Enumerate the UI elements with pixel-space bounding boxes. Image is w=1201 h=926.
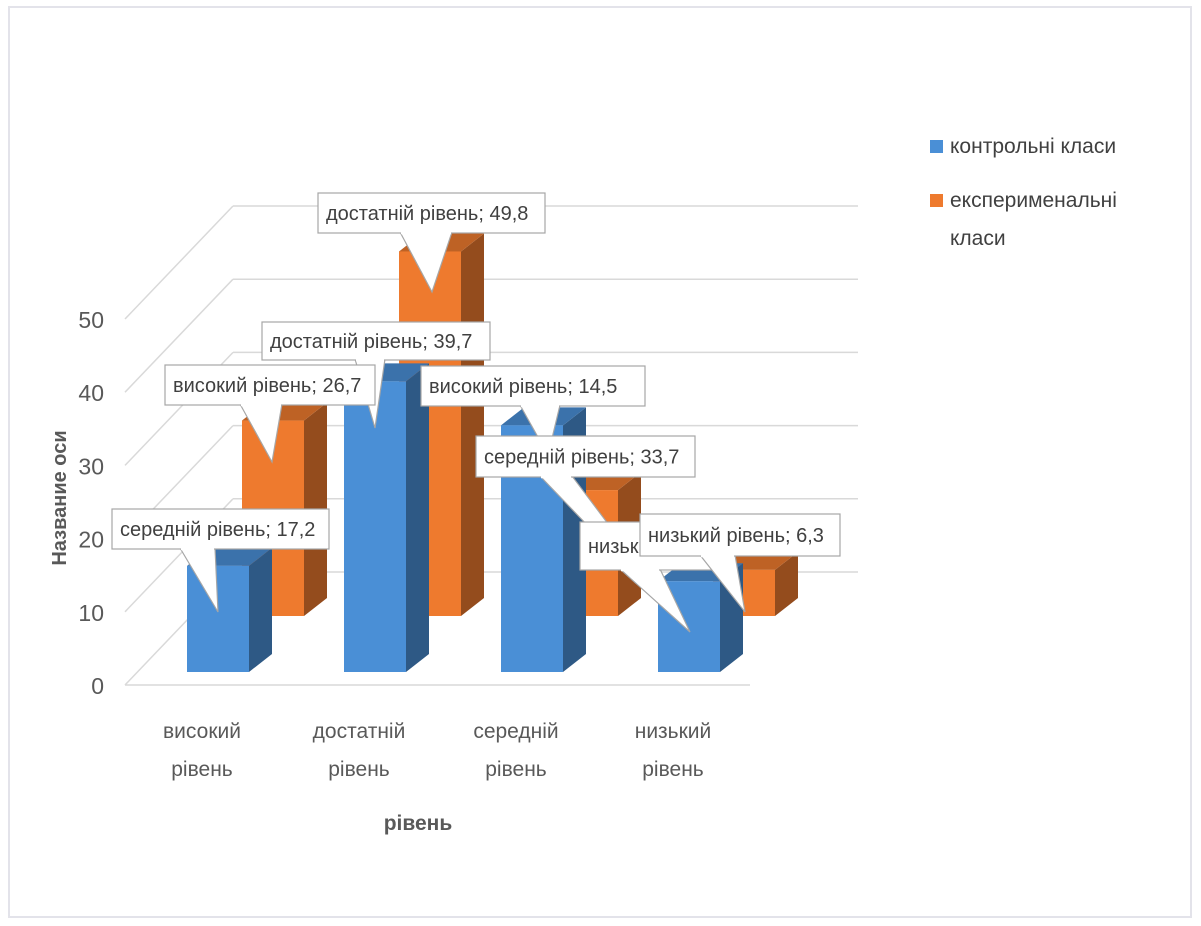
bar	[187, 565, 249, 672]
data-label: низький рівень; 6,3	[648, 525, 824, 547]
data-label-box	[164, 364, 376, 406]
x-tick-label: рівень	[642, 758, 704, 781]
legend-item-control: контрольні класи	[928, 128, 1138, 166]
y-tick-label: 50	[78, 307, 104, 333]
data-label: високий рівень; 14,5	[429, 376, 617, 398]
data-label: середній рівень; 17,2	[120, 519, 315, 541]
x-tick-label: рівень	[485, 758, 547, 781]
bar-side	[461, 233, 484, 617]
x-tick-label: достатній	[313, 720, 406, 743]
y-axis-title: Название оси	[49, 430, 71, 565]
x-tick-label: рівень	[171, 758, 233, 781]
y-tick-label: 0	[91, 673, 104, 699]
data-label: достатній рівень; 49,8	[326, 203, 528, 225]
y-tick-label: 10	[78, 600, 104, 626]
data-label-box	[261, 321, 491, 361]
y-tick-label: 40	[78, 380, 104, 406]
data-label-box	[317, 192, 546, 234]
legend-item-experimental: експерименальні класи	[928, 182, 1138, 258]
legend: контрольні класи експерименальні класи	[928, 128, 1138, 274]
bar	[344, 381, 406, 672]
bar-side	[249, 547, 272, 672]
data-label: середній рівень; 33,7	[484, 447, 679, 469]
bar-side	[406, 363, 429, 672]
x-tick-label: високий	[163, 720, 241, 743]
y-tick-label: 30	[78, 453, 104, 479]
bar-side	[775, 551, 798, 616]
y-tick-label: 20	[78, 527, 104, 553]
legend-label-experimental: експерименальні класи	[950, 189, 1117, 250]
data-label: низьк	[588, 536, 639, 558]
legend-swatch-control	[930, 140, 943, 153]
legend-swatch-experimental	[930, 194, 943, 207]
x-axis-title: рівень	[384, 812, 453, 835]
data-label: достатній рівень; 39,7	[270, 331, 472, 353]
data-label-box	[420, 365, 646, 407]
gridline-side	[124, 205, 234, 320]
x-tick-label: середній	[473, 720, 558, 743]
data-label-box	[475, 435, 696, 478]
x-tick-label: низький	[635, 720, 712, 743]
legend-label-control: контрольні класи	[950, 135, 1117, 158]
data-label-box	[639, 513, 841, 557]
data-label-box	[111, 508, 330, 550]
gridline-side	[124, 278, 234, 393]
data-label: високий рівень; 26,7	[173, 375, 361, 397]
x-tick-label: рівень	[328, 758, 390, 781]
